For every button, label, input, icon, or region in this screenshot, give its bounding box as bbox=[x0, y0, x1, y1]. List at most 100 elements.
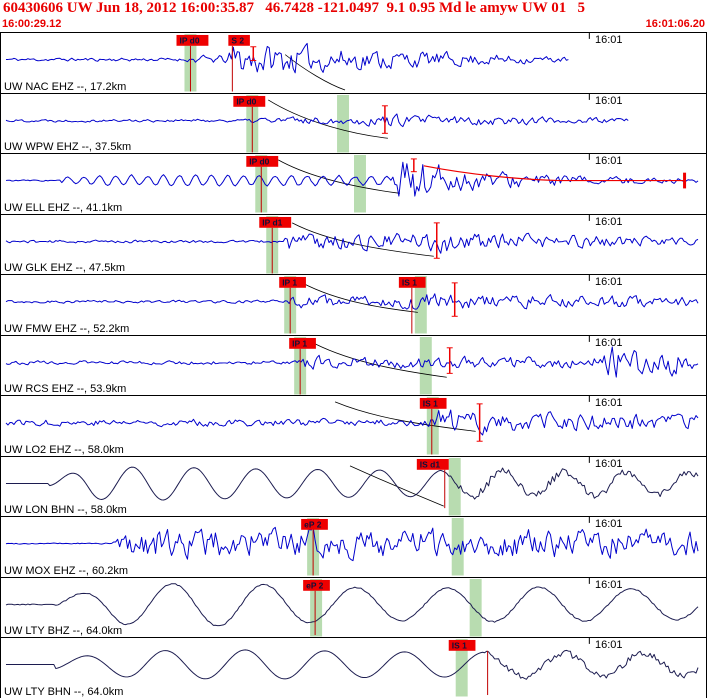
coda-envelope bbox=[423, 165, 687, 182]
minute-label: 16:01 bbox=[595, 457, 623, 470]
pick-flag: IS 1 bbox=[419, 398, 447, 409]
window-start-time: 16:00:29.12 bbox=[2, 18, 62, 30]
pick-band bbox=[469, 578, 482, 637]
station-label: UW NAC EHZ --, 17.2km bbox=[4, 80, 127, 93]
waveform-canvas[interactable]: IP d1 bbox=[1, 214, 706, 275]
station-label: UW WPW EHZ --, 37.5km bbox=[4, 141, 132, 154]
pick-flag: IP d0 bbox=[176, 34, 209, 46]
minute-label: 16:01 bbox=[595, 94, 623, 107]
station-label: UW ELL EHZ --, 41.1km bbox=[4, 201, 123, 214]
waveform-canvas[interactable]: IP d0 S 2 bbox=[1, 33, 706, 93]
traveltime-curve bbox=[291, 222, 434, 257]
time-window-bar: 16:00:29.12 16:01:06.20 bbox=[0, 18, 707, 32]
seismogram-trace bbox=[5, 526, 699, 562]
seismogram-trace bbox=[5, 346, 699, 378]
pick-flag: eP 2 bbox=[303, 579, 330, 591]
minute-label: 16:01 bbox=[595, 578, 623, 591]
svg-text:eP 2: eP 2 bbox=[304, 520, 322, 530]
pick-flag: S 2 bbox=[228, 34, 250, 46]
waveform-canvas[interactable]: IS d1 bbox=[1, 456, 706, 517]
svg-text:IP d0: IP d0 bbox=[179, 35, 199, 45]
waveform-canvas[interactable]: IS 1 bbox=[1, 396, 706, 456]
waveform-canvas[interactable]: eP 2 bbox=[1, 577, 706, 638]
seismogram-trace bbox=[5, 293, 699, 310]
station-label: UW LON BHN --, 58.0km bbox=[4, 504, 127, 517]
seismogram-trace bbox=[5, 409, 699, 436]
svg-text:IP 1: IP 1 bbox=[282, 278, 297, 288]
traveltime-curve bbox=[301, 282, 418, 313]
minute-label: 16:01 bbox=[595, 155, 623, 168]
pick-band bbox=[353, 155, 366, 213]
station-label: UW LTY BHZ --, 64.0km bbox=[4, 625, 123, 638]
pick-flag: IP 1 bbox=[279, 277, 306, 288]
station-label: UW RCS EHZ --, 53.9km bbox=[4, 383, 127, 396]
pick-flag: IS 1 bbox=[448, 640, 476, 652]
traveltime-curve bbox=[284, 54, 346, 91]
minute-label: 16:01 bbox=[595, 276, 623, 289]
waveform-canvas[interactable]: eP 2 bbox=[1, 517, 706, 577]
pick-flag: eP 2 bbox=[301, 519, 328, 531]
trace-row[interactable]: IP d0 S 2 16:01 UW NAC EHZ --, 17.2km bbox=[1, 32, 706, 93]
svg-text:IP d1: IP d1 bbox=[262, 217, 282, 227]
traveltime-curve bbox=[278, 159, 400, 194]
station-label: UW FMW EHZ --, 52.2km bbox=[4, 322, 130, 335]
trace-row[interactable]: IP d0 16:01 UW WPW EHZ --, 37.5km bbox=[1, 92, 706, 154]
coda-end-bar bbox=[683, 172, 687, 189]
seismogram-trace bbox=[5, 42, 569, 74]
event-header: 60430606 UW Jun 18, 2012 16:00:35.87 46.… bbox=[3, 0, 585, 16]
svg-text:IS 1: IS 1 bbox=[402, 278, 417, 288]
waveform-canvas[interactable]: IP 1 IS 1 bbox=[1, 275, 706, 335]
minute-label: 16:01 bbox=[595, 639, 623, 652]
seismogram-trace bbox=[5, 161, 699, 197]
pick-band bbox=[310, 578, 323, 637]
waveform-canvas[interactable]: IP d0 bbox=[1, 93, 706, 154]
seismogram-trace bbox=[5, 649, 699, 681]
station-label: UW GLK EHZ --, 47.5km bbox=[4, 262, 126, 275]
pick-flag: IP d0 bbox=[246, 156, 279, 167]
waveform-canvas[interactable]: IP 1 bbox=[1, 335, 706, 396]
minute-label: 16:01 bbox=[595, 397, 623, 410]
minute-label: 16:01 bbox=[595, 518, 623, 531]
trace-row[interactable]: IS 1 16:01 UW LO2 EHZ --, 58.0km bbox=[1, 395, 706, 456]
window-end-time: 16:01:06.20 bbox=[645, 18, 705, 30]
station-label: UW MOX EHZ --, 60.2km bbox=[4, 564, 129, 577]
pick-band bbox=[419, 336, 432, 395]
svg-text:S 2: S 2 bbox=[231, 35, 244, 45]
seismogram-trace bbox=[5, 112, 629, 127]
traveltime-curve bbox=[349, 465, 444, 507]
pick-flag: IS d1 bbox=[416, 458, 449, 470]
waveform-canvas[interactable]: IS 1 bbox=[1, 638, 706, 698]
trace-row[interactable]: eP 2 16:01 UW LTY BHZ --, 64.0km bbox=[1, 576, 706, 638]
svg-text:IP 1: IP 1 bbox=[292, 338, 307, 348]
waveform-canvas[interactable]: IP d0 bbox=[1, 154, 706, 214]
svg-text:IS 1: IS 1 bbox=[452, 641, 467, 651]
traveltime-curve bbox=[268, 99, 388, 139]
trace-row[interactable]: eP 2 16:01 UW MOX EHZ --, 60.2km bbox=[1, 516, 706, 577]
seismogram-trace bbox=[5, 582, 699, 626]
svg-text:IS 1: IS 1 bbox=[423, 399, 438, 409]
trace-list: IP d0 S 2 16:01 UW NAC EHZ --, 17.2km IP … bbox=[0, 32, 707, 698]
trace-row[interactable]: IP d1 16:01 UW GLK EHZ --, 47.5km bbox=[1, 213, 706, 275]
trace-row[interactable]: IS 1 16:01 UW LTY BHN --, 64.0km bbox=[1, 637, 706, 698]
pick-flag: IP d0 bbox=[233, 95, 266, 107]
svg-text:IS d1: IS d1 bbox=[420, 459, 441, 469]
pick-band bbox=[414, 276, 427, 334]
minute-label: 16:01 bbox=[595, 34, 623, 46]
traveltime-curve bbox=[334, 401, 476, 432]
minute-label: 16:01 bbox=[595, 336, 623, 349]
pick-flag: IP d1 bbox=[259, 216, 292, 228]
pick-band bbox=[448, 457, 461, 516]
trace-row[interactable]: IP 1 IS 1 16:01 UW FMW EHZ --, 52.2km bbox=[1, 274, 706, 335]
svg-text:eP 2: eP 2 bbox=[306, 580, 324, 590]
seismogram-trace bbox=[5, 232, 699, 254]
minute-label: 16:01 bbox=[595, 215, 623, 228]
trace-row[interactable]: IP 1 16:01 UW RCS EHZ --, 53.9km bbox=[1, 334, 706, 396]
svg-text:IP d0: IP d0 bbox=[236, 96, 256, 106]
trace-row[interactable]: IP d0 16:01 UW ELL EHZ --, 41.1km bbox=[1, 153, 706, 214]
pick-flag: IP 1 bbox=[289, 337, 316, 349]
svg-text:IP d0: IP d0 bbox=[249, 156, 269, 166]
trace-row[interactable]: IS d1 16:01 UW LON BHN --, 58.0km bbox=[1, 455, 706, 517]
station-label: UW LTY BHN --, 64.0km bbox=[4, 685, 124, 698]
pick-flag: IS 1 bbox=[398, 277, 426, 288]
